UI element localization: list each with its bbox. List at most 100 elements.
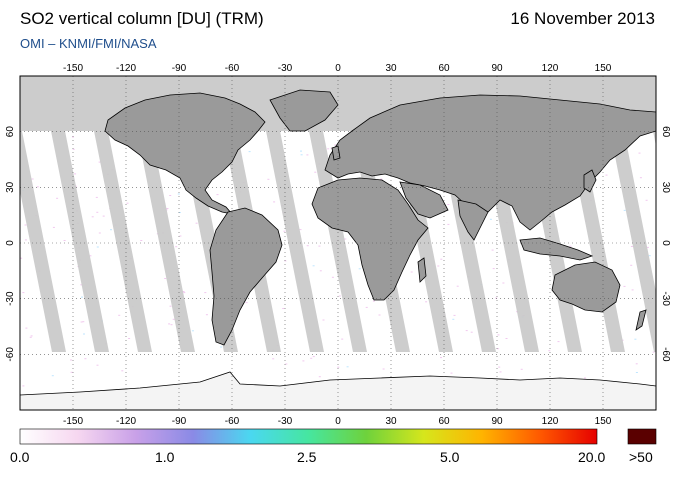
lon-tick-bottom-4: -30 [278, 416, 293, 427]
arabia-landmass [399, 181, 449, 219]
noise-dot [204, 292, 207, 294]
noise-dot [110, 229, 112, 231]
noise-dot [630, 264, 633, 266]
noise-dot [505, 338, 508, 339]
noise-dot [605, 174, 608, 176]
lon-tick-bottom-10: 150 [595, 416, 612, 427]
colorbar-label-3: 5.0 [440, 449, 460, 465]
noise-dot [140, 240, 143, 241]
colorbar-label-4: 20.0 [578, 449, 606, 465]
map-title: SO2 vertical column [DU] (TRM) [20, 9, 264, 28]
noise-dot [70, 359, 72, 361]
noise-dot [195, 222, 198, 224]
noise-dot [380, 178, 383, 180]
noise-dot [267, 178, 270, 180]
lon-tick-top-6: 30 [385, 63, 397, 74]
lon-tick-top-3: -60 [225, 63, 240, 74]
noise-dot [96, 364, 99, 366]
noise-dot [382, 368, 385, 370]
japan-landmass [583, 169, 597, 193]
north-america-landmass [104, 92, 266, 215]
colorbar-gradient [19, 428, 598, 445]
swath-gap-15 [653, 131, 656, 147]
noise-dot [72, 148, 75, 150]
noise-dot [520, 368, 523, 370]
noise-dot [497, 334, 500, 336]
noise-dot [31, 178, 34, 180]
noise-dot [465, 330, 468, 332]
noise-dot [96, 211, 99, 213]
noise-dot [635, 363, 638, 365]
noise-dot [312, 356, 315, 358]
noise-dot [169, 305, 172, 307]
noise-dot [81, 296, 83, 298]
noise-dot [630, 246, 633, 247]
noise-dot [178, 212, 181, 213]
noise-dot [548, 350, 551, 352]
noise-dot [30, 335, 33, 337]
noise-dot [20, 257, 23, 259]
swath-gap-3 [137, 131, 195, 352]
noise-dot [80, 284, 83, 286]
noise-dot [29, 336, 32, 338]
swath-gap-1 [51, 131, 109, 352]
madagascar-landmass [417, 257, 427, 283]
noise-dot [492, 268, 495, 270]
noise-dot [495, 297, 498, 299]
noise-dot [450, 372, 453, 374]
noise-dot [410, 271, 413, 273]
greenland-landmass [269, 89, 339, 132]
noise-dot [425, 301, 428, 303]
colorbar-label-0: 0.0 [10, 449, 30, 465]
lon-tick-bottom-2: -90 [172, 416, 187, 427]
noise-dot [372, 300, 375, 302]
noise-dot [273, 201, 276, 203]
noise-dot [56, 197, 59, 199]
noise-dot [453, 314, 456, 316]
noise-dot [22, 385, 25, 387]
noise-dot [623, 209, 626, 211]
lon-tick-top-5: 0 [335, 63, 341, 74]
lat-tick-right-2: 0 [660, 240, 671, 246]
lon-tick-bottom-0: -150 [63, 416, 83, 427]
noise-dot [322, 319, 325, 321]
noise-dot [631, 289, 634, 291]
noise-dot [623, 285, 626, 287]
noise-dot [84, 358, 87, 360]
noise-dot [489, 218, 492, 220]
lat-tick-left-2: 0 [5, 240, 16, 246]
noise-dot [83, 333, 85, 335]
lon-tick-bottom-7: 60 [438, 416, 450, 427]
noise-dot [310, 357, 313, 359]
noise-dot [89, 255, 92, 257]
lon-tick-top-8: 90 [491, 63, 503, 74]
noise-dot [300, 154, 303, 156]
noise-dot [302, 360, 305, 362]
noise-dot [584, 377, 586, 379]
lon-tick-top-7: 60 [438, 63, 450, 74]
noise-dot [344, 238, 347, 240]
noise-dot [205, 314, 208, 316]
noise-dot [447, 204, 450, 205]
swath-gap-0 [20, 131, 66, 352]
noise-dot [118, 314, 121, 316]
noise-dot [440, 258, 443, 260]
noise-dot [365, 306, 368, 308]
data-credit: OMI – KNMI/FMI/NASA [20, 36, 157, 51]
lon-tick-bottom-5: 0 [335, 416, 341, 427]
noise-dot [358, 268, 361, 270]
noise-dot [91, 216, 94, 218]
lon-tick-top-9: 120 [542, 63, 559, 74]
axis-tick-labels: -150 -150 -120 -120 -90 -90 -60 -60 -30 -30 0 0 30 30… [5, 63, 671, 427]
noise-dot [638, 152, 641, 154]
noise-dot [318, 376, 321, 378]
noise-dot [437, 265, 440, 267]
lat-tick-right-4: -60 [660, 347, 671, 362]
noise-dot [191, 330, 194, 332]
lon-tick-top-1: -120 [116, 63, 136, 74]
lat-tick-right-0: 60 [660, 126, 671, 138]
swath-gap-6 [266, 131, 324, 352]
noise-dot [216, 194, 219, 196]
noise-dot [95, 196, 98, 198]
